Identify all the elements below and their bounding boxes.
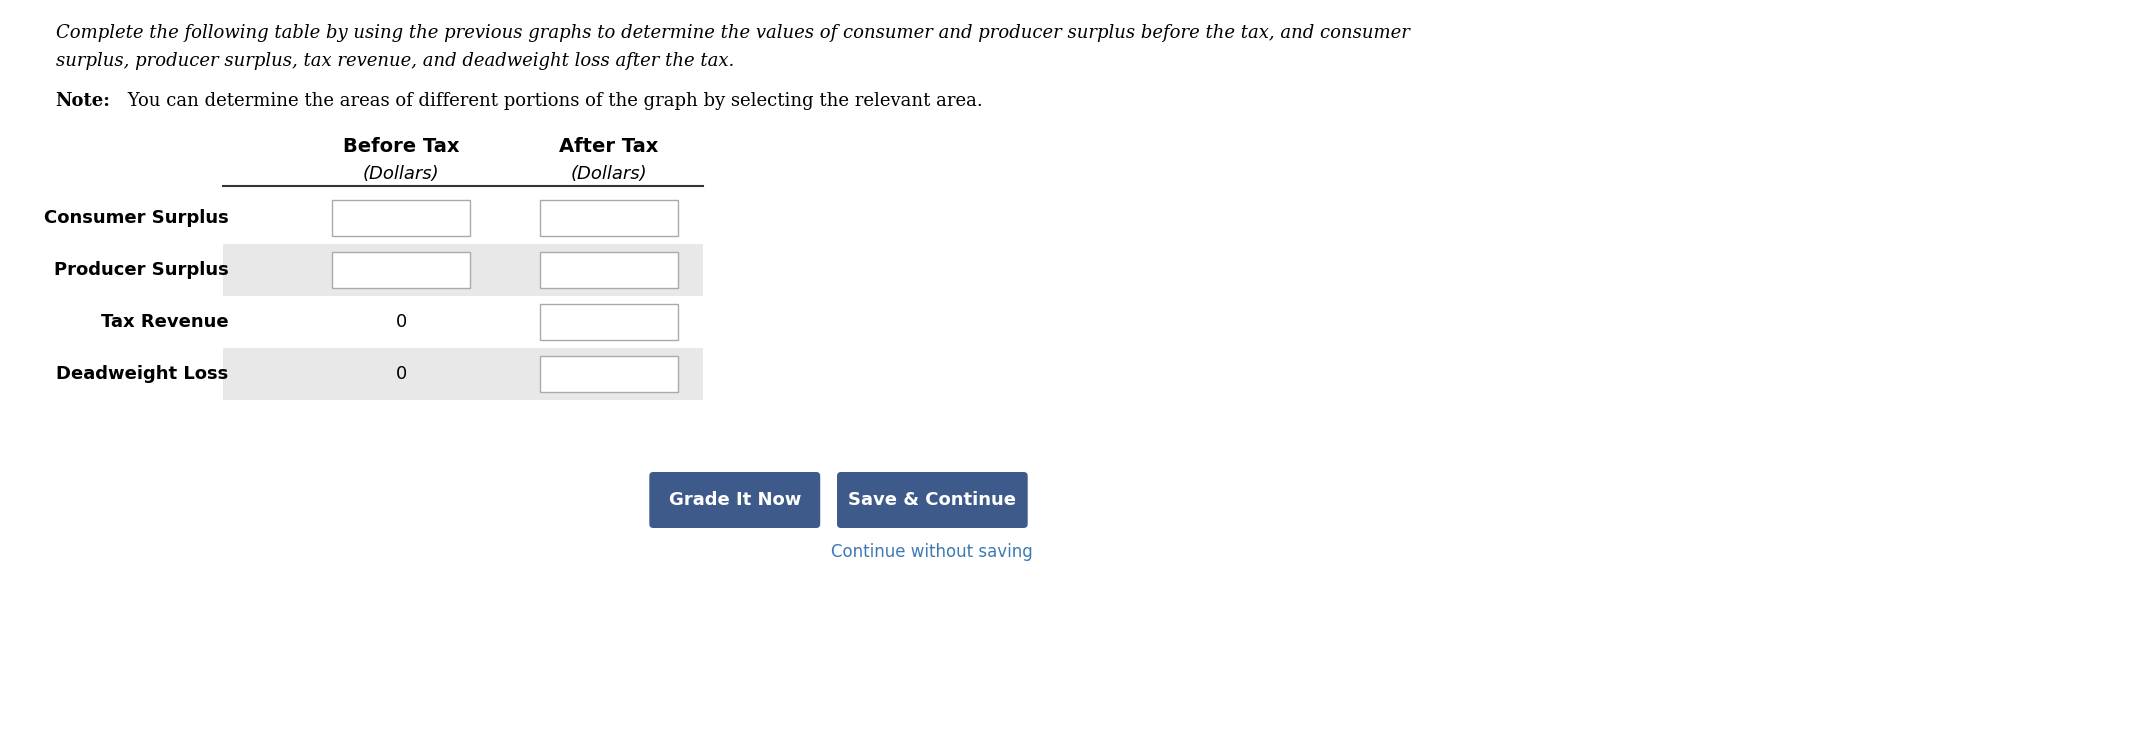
FancyBboxPatch shape xyxy=(836,472,1028,528)
FancyBboxPatch shape xyxy=(649,472,821,528)
FancyBboxPatch shape xyxy=(332,252,470,288)
Text: Consumer Surplus: Consumer Surplus xyxy=(43,209,228,227)
Text: 0: 0 xyxy=(397,365,407,383)
Text: Deadweight Loss: Deadweight Loss xyxy=(56,365,228,383)
Text: Grade It Now: Grade It Now xyxy=(668,491,802,509)
Text: Before Tax: Before Tax xyxy=(343,137,459,156)
Text: After Tax: After Tax xyxy=(558,137,659,156)
Text: (Dollars): (Dollars) xyxy=(362,165,440,183)
Text: Note:: Note: xyxy=(56,92,110,110)
FancyBboxPatch shape xyxy=(539,200,679,236)
Text: surplus, producer surplus, tax revenue, and deadweight loss after the tax.: surplus, producer surplus, tax revenue, … xyxy=(56,52,733,70)
Text: 0: 0 xyxy=(397,313,407,331)
FancyBboxPatch shape xyxy=(224,348,703,400)
FancyBboxPatch shape xyxy=(224,244,703,296)
Text: Tax Revenue: Tax Revenue xyxy=(101,313,228,331)
Text: Save & Continue: Save & Continue xyxy=(849,491,1017,509)
FancyBboxPatch shape xyxy=(539,356,679,392)
FancyBboxPatch shape xyxy=(332,200,470,236)
Text: Producer Surplus: Producer Surplus xyxy=(54,261,228,279)
Text: Complete the following table by using the previous graphs to determine the value: Complete the following table by using th… xyxy=(56,24,1409,42)
Text: (Dollars): (Dollars) xyxy=(571,165,646,183)
FancyBboxPatch shape xyxy=(224,296,703,348)
Text: Continue without saving: Continue without saving xyxy=(832,543,1032,561)
Text: You can determine the areas of different portions of the graph by selecting the : You can determine the areas of different… xyxy=(121,92,983,110)
FancyBboxPatch shape xyxy=(539,304,679,340)
FancyBboxPatch shape xyxy=(224,192,703,244)
FancyBboxPatch shape xyxy=(539,252,679,288)
